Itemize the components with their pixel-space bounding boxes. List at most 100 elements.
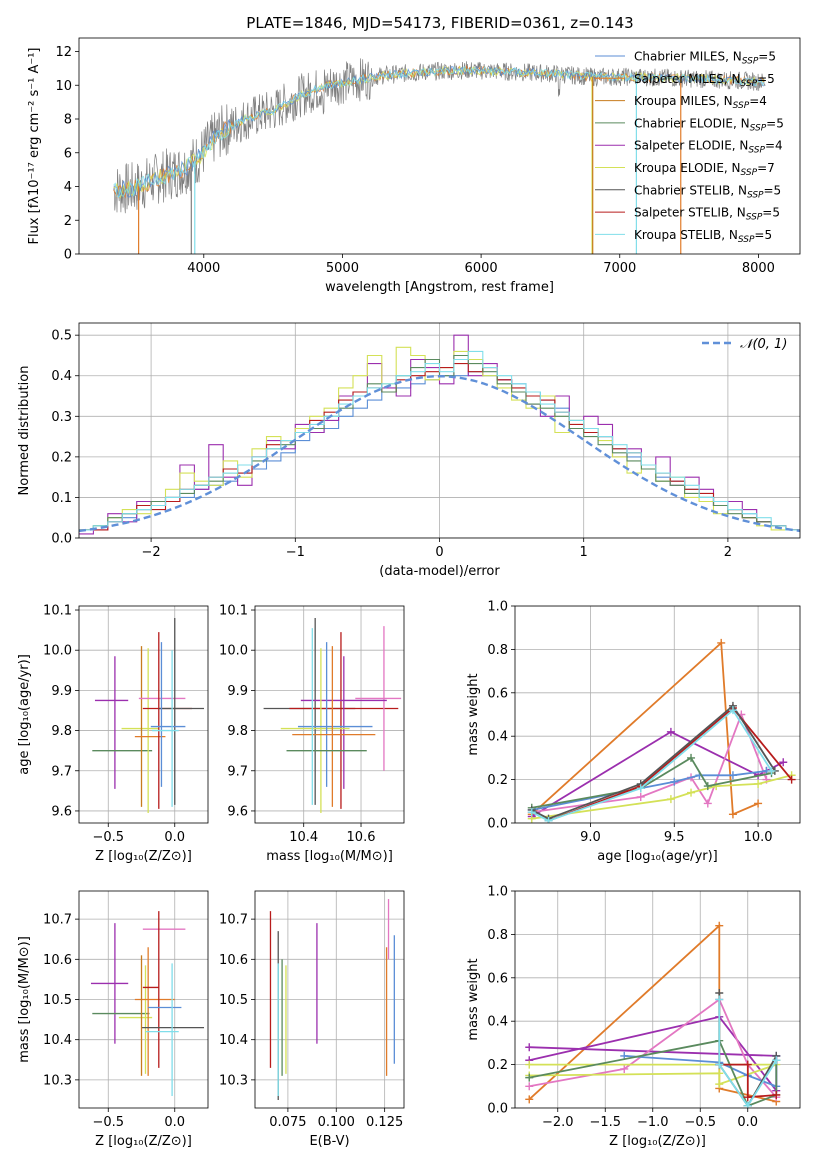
data-point-marker	[743, 1101, 752, 1108]
y-axis-label: mass weight	[466, 958, 481, 1040]
legend-label: Kroupa ELODIE, NSSP=7	[634, 161, 775, 178]
y-tick-label: 10.4	[43, 1033, 72, 1048]
x-tick-label: −1.0	[637, 1115, 669, 1130]
y-tick-label: 10.4	[219, 1033, 248, 1048]
y-tick-label: 0.0	[51, 532, 72, 547]
y-tick-label: 0.2	[487, 773, 508, 788]
x-tick-label: 0.0	[164, 1115, 185, 1130]
axes-frame	[78, 322, 801, 539]
y-tick-label: 10.7	[219, 913, 248, 928]
x-tick-label: 2	[724, 545, 732, 560]
data-point-marker	[525, 1095, 534, 1104]
y-tick-label: 6	[64, 146, 72, 161]
data-point-marker	[728, 771, 737, 780]
y-axis-label: Normed distribution	[17, 366, 32, 496]
y-tick-label: 10	[55, 79, 72, 94]
y-tick-label: 9.9	[227, 684, 248, 699]
x-axis-label: age [log₁₀(age/yr)]	[597, 849, 718, 864]
data-point-marker	[527, 808, 536, 817]
y-tick-label: 0.0	[487, 1102, 508, 1117]
data-point-marker	[636, 792, 645, 801]
data-point-marker	[767, 766, 776, 775]
x-axis-label: E(B-V)	[309, 1134, 349, 1149]
plot-area	[255, 606, 404, 823]
plot-mass-vs-ebv: 0.075 0.100 0.125 10.3 10.4 10.5 10.6 10.7 E(B-V…	[219, 890, 405, 1149]
x-tick-label: 9.5	[664, 830, 685, 845]
series-line	[548, 706, 793, 822]
y-tick-label: 9.6	[51, 804, 72, 819]
plot-mass-vs-z: −0.5 0.0 10.3 10.4 10.5 10.6 10.7 Z [log₁₀(Z/Z⊙…	[17, 890, 209, 1149]
y-tick-label: 0.5	[51, 329, 72, 344]
legend-label-sub: SSP	[747, 190, 764, 200]
y-tick-label: 10.5	[43, 993, 72, 1008]
y-tick-label: 10.6	[43, 953, 72, 968]
y-tick-label: 0.6	[487, 971, 508, 986]
data-point-marker	[703, 782, 712, 791]
x-axis-label: mass [log₁₀(M/M⊙)]	[266, 849, 393, 864]
data-point-marker	[779, 758, 788, 767]
axes-frame	[78, 37, 801, 255]
y-tick-label: 2	[64, 214, 72, 229]
data-point-marker	[712, 782, 721, 791]
x-tick-label: −2	[142, 545, 161, 560]
series-line	[718, 999, 778, 1108]
y-tick-label: 0.8	[487, 928, 508, 943]
legend-label-text: Salpeter ELODIE, N	[634, 139, 748, 153]
y-tick-label: 10.0	[219, 644, 248, 659]
data-point-marker	[772, 1090, 781, 1099]
y-tick-label: 12	[55, 45, 72, 60]
x-axis-label: Z [log₁₀(Z/Z⊙)]	[95, 1134, 192, 1149]
y-tick-label: 0.2	[487, 1058, 508, 1073]
data-point-marker	[525, 1082, 534, 1091]
y-axis-label: mass weight	[466, 673, 481, 755]
data-point-marker	[715, 1060, 724, 1069]
x-axis-label: Z [log₁₀(Z/Z⊙)]	[609, 1134, 706, 1149]
x-tick-label: 4000	[187, 261, 220, 276]
legend-label-text: Kroupa ELODIE, N	[634, 161, 741, 175]
normal-curve-line	[79, 374, 800, 533]
x-tick-label: 9.0	[580, 830, 601, 845]
data-point-marker	[670, 777, 679, 786]
axes-frame	[514, 605, 801, 824]
data-point-marker	[636, 784, 645, 793]
legend-label-tail: =4	[765, 139, 783, 153]
data-point-marker	[620, 1064, 629, 1073]
y-tick-label: 9.9	[51, 684, 72, 699]
x-tick-label: 1	[580, 545, 588, 560]
legend-label-text: Chabrier ELODIE, N	[634, 116, 750, 130]
axes-frame	[78, 890, 209, 1109]
legend-label: 𝒩(0, 1)	[740, 337, 787, 352]
y-tick-label: 0.8	[487, 643, 508, 658]
y-tick-label: 9.7	[227, 764, 248, 779]
legend-label-sub: SSP	[750, 123, 767, 133]
data-point-marker	[715, 1069, 724, 1078]
axes-frame	[514, 890, 801, 1109]
legend-label-tail: =5	[766, 116, 784, 130]
x-tick-label: 0.0	[164, 830, 185, 845]
legend-label: Chabrier STELIB, NSSP=5	[634, 183, 781, 200]
y-tick-label: 10.5	[219, 993, 248, 1008]
axes-frame	[254, 890, 405, 1109]
x-tick-label: 5000	[326, 261, 359, 276]
y-tick-label: 0.4	[487, 730, 508, 745]
data-point-marker	[728, 810, 737, 819]
x-tick-label: 10.4	[289, 830, 318, 845]
x-tick-label: 7000	[603, 261, 636, 276]
legend-label-sub: SSP	[746, 213, 763, 223]
data-point-marker	[703, 799, 712, 808]
legend-label-tail: =4	[749, 94, 767, 108]
legend-label-tail: =7	[757, 161, 775, 175]
x-tick-label: 10.6	[347, 830, 376, 845]
plot-area	[79, 891, 208, 1108]
x-tick-label: 0.075	[269, 1115, 306, 1130]
data-point-marker	[687, 788, 696, 797]
y-tick-label: 10.3	[43, 1073, 72, 1088]
legend-label-text: Salpeter STELIB, N	[634, 206, 746, 220]
data-point-marker	[772, 1056, 781, 1065]
x-axis-label: Z [log₁₀(Z/Z⊙)]	[95, 849, 192, 864]
y-tick-label: 10.6	[219, 953, 248, 968]
legend-label-text: Chabrier MILES, N	[634, 50, 742, 64]
y-tick-label: 0.0	[487, 817, 508, 832]
x-tick-label: 10.0	[744, 830, 773, 845]
